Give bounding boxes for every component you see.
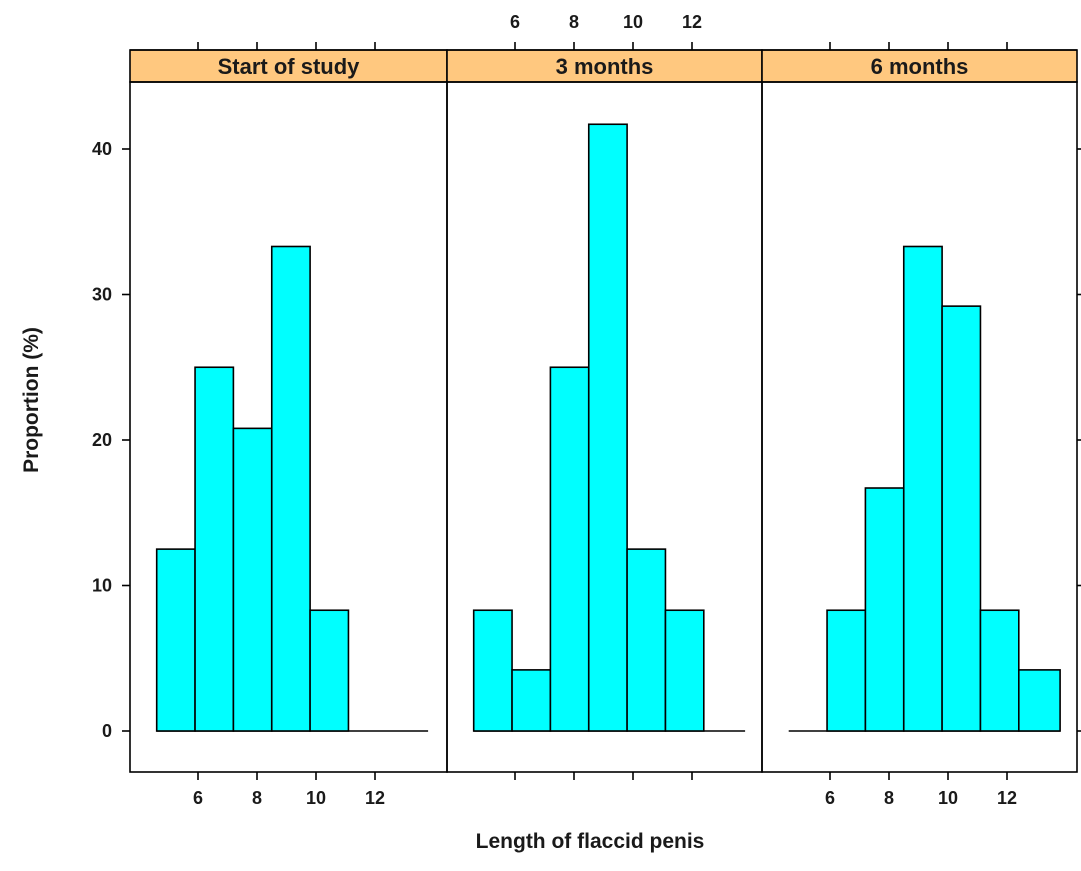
y-tick-label: 40	[92, 139, 112, 159]
y-tick-label: 10	[92, 576, 112, 596]
x-tick-label-top: 8	[569, 12, 579, 32]
x-tick-label-top: 12	[682, 12, 702, 32]
histogram-bar	[979, 609, 1020, 732]
histogram-bar	[626, 548, 667, 732]
panel-strip	[446, 49, 763, 83]
histogram-bar	[472, 609, 513, 732]
histogram-bar	[270, 245, 311, 732]
panel-strip	[761, 49, 1078, 83]
histogram-bar	[511, 669, 552, 732]
histogram-bar	[549, 366, 590, 732]
panel-frame	[761, 81, 1078, 773]
y-tick-label: 0	[102, 721, 112, 741]
histogram-bar	[1017, 669, 1061, 732]
y-axis-label: Proportion (%)	[20, 327, 43, 473]
histogram-bar	[587, 123, 628, 732]
x-tick-label: 10	[938, 788, 958, 808]
x-tick-label: 6	[193, 788, 203, 808]
panel-3: 6 months 6 8 10 12	[761, 42, 1078, 808]
panel-strip	[129, 49, 448, 83]
histogram-bar	[309, 609, 350, 732]
histogram-bar	[232, 427, 273, 732]
histogram-bar	[864, 487, 905, 732]
panel-2: 3 months 6 8 10 12	[446, 12, 763, 780]
histogram-bar	[664, 609, 705, 732]
x-tick-label-top: 10	[623, 12, 643, 32]
x-tick-label: 10	[306, 788, 326, 808]
panel-1: Start of study 6 8 10 12	[129, 42, 448, 808]
x-tick-label: 8	[884, 788, 894, 808]
x-tick-label: 12	[997, 788, 1017, 808]
y-tick-label: 30	[92, 285, 112, 305]
panel-strip-title: 3 months	[556, 54, 654, 79]
x-tick-label: 6	[825, 788, 835, 808]
x-tick-label: 12	[365, 788, 385, 808]
histogram-bar	[941, 305, 982, 732]
panel-strip-title: 6 months	[871, 54, 969, 79]
axes-layer: 0 10 20 30 40	[92, 139, 1081, 741]
panel-strip-title: Start of study	[218, 54, 361, 79]
histogram-bar	[155, 548, 196, 732]
x-tick-label-top: 6	[510, 12, 520, 32]
y-tick-label: 20	[92, 430, 112, 450]
histogram-bar	[194, 366, 235, 732]
histogram-bar	[902, 245, 943, 732]
histogram-bar	[826, 609, 867, 732]
x-axis-label: Length of flaccid penis	[476, 830, 705, 853]
x-tick-label: 8	[252, 788, 262, 808]
